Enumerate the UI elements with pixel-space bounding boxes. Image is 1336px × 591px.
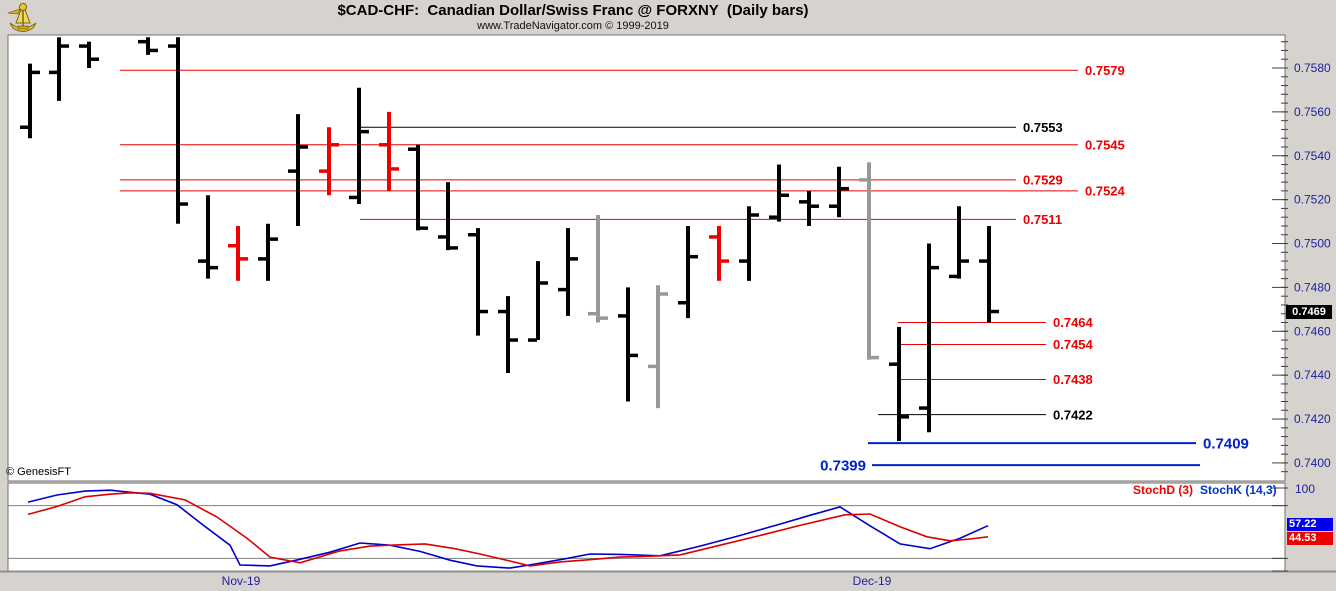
y-axis-tick-label: 0.7480 <box>1294 280 1331 294</box>
chart-subtitle: www.TradeNavigator.com © 1999-2019 <box>477 20 669 32</box>
y-axis-tick-label: 0.7500 <box>1294 237 1331 251</box>
y-axis-tick-label: 0.7540 <box>1294 149 1331 163</box>
y-axis-tick-label: 0.7520 <box>1294 193 1331 207</box>
level-label-0.7422[interactable]: 0.7422 <box>1053 407 1093 422</box>
stoch-panel <box>7 482 1286 572</box>
chart-title: $CAD-CHF: Canadian Dollar/Swiss Franc @ … <box>337 2 809 19</box>
x-axis-label-dec19: Dec-19 <box>852 574 892 588</box>
y-axis-tick-label: 0.7580 <box>1294 61 1331 75</box>
date-axis-strip <box>0 571 1336 591</box>
level-label-0.7524[interactable]: 0.7524 <box>1085 184 1126 199</box>
current-price-badge: 0.7469 <box>1286 305 1332 319</box>
level-label-0.7579[interactable]: 0.7579 <box>1085 63 1125 78</box>
level-label-0.7464[interactable]: 0.7464 <box>1053 315 1094 330</box>
level-label-0.7545[interactable]: 0.7545 <box>1085 137 1125 152</box>
genesis-logo-icon <box>7 2 37 32</box>
stochd-line <box>27 491 989 567</box>
stochk-line <box>27 489 989 569</box>
level-label-0.7454[interactable]: 0.7454 <box>1053 337 1094 352</box>
legend-stochd[interactable]: StochD (3) <box>1133 483 1193 497</box>
level-label-0.7553[interactable]: 0.7553 <box>1023 120 1063 135</box>
level-label-0.7409[interactable]: 0.7409 <box>1203 436 1249 453</box>
genesis-copyright: © GenesisFT <box>6 466 71 478</box>
legend-stochk[interactable]: StochK (14,3) <box>1200 483 1277 497</box>
level-label-0.7399[interactable]: 0.7399 <box>820 458 866 475</box>
y-axis-tick-label: 0.7420 <box>1294 412 1331 426</box>
y-axis-tick-label: 0.7440 <box>1294 368 1331 382</box>
level-label-0.7511[interactable]: 0.7511 <box>1023 212 1062 227</box>
stoch-axis-100: 100 <box>1295 482 1316 496</box>
level-label-0.7529[interactable]: 0.7529 <box>1023 173 1063 188</box>
y-axis-tick-label: 0.7460 <box>1294 324 1331 338</box>
level-label-0.7438[interactable]: 0.7438 <box>1053 372 1093 387</box>
y-axis-tick-label: 0.7400 <box>1294 456 1331 470</box>
x-axis-label-nov19: Nov-19 <box>221 574 261 588</box>
price-panel <box>7 34 1286 482</box>
y-axis-tick-label: 0.7560 <box>1294 105 1331 119</box>
stochd-value-badge: 44.53 <box>1287 532 1333 545</box>
stochk-value-badge: 57.22 <box>1287 518 1333 531</box>
